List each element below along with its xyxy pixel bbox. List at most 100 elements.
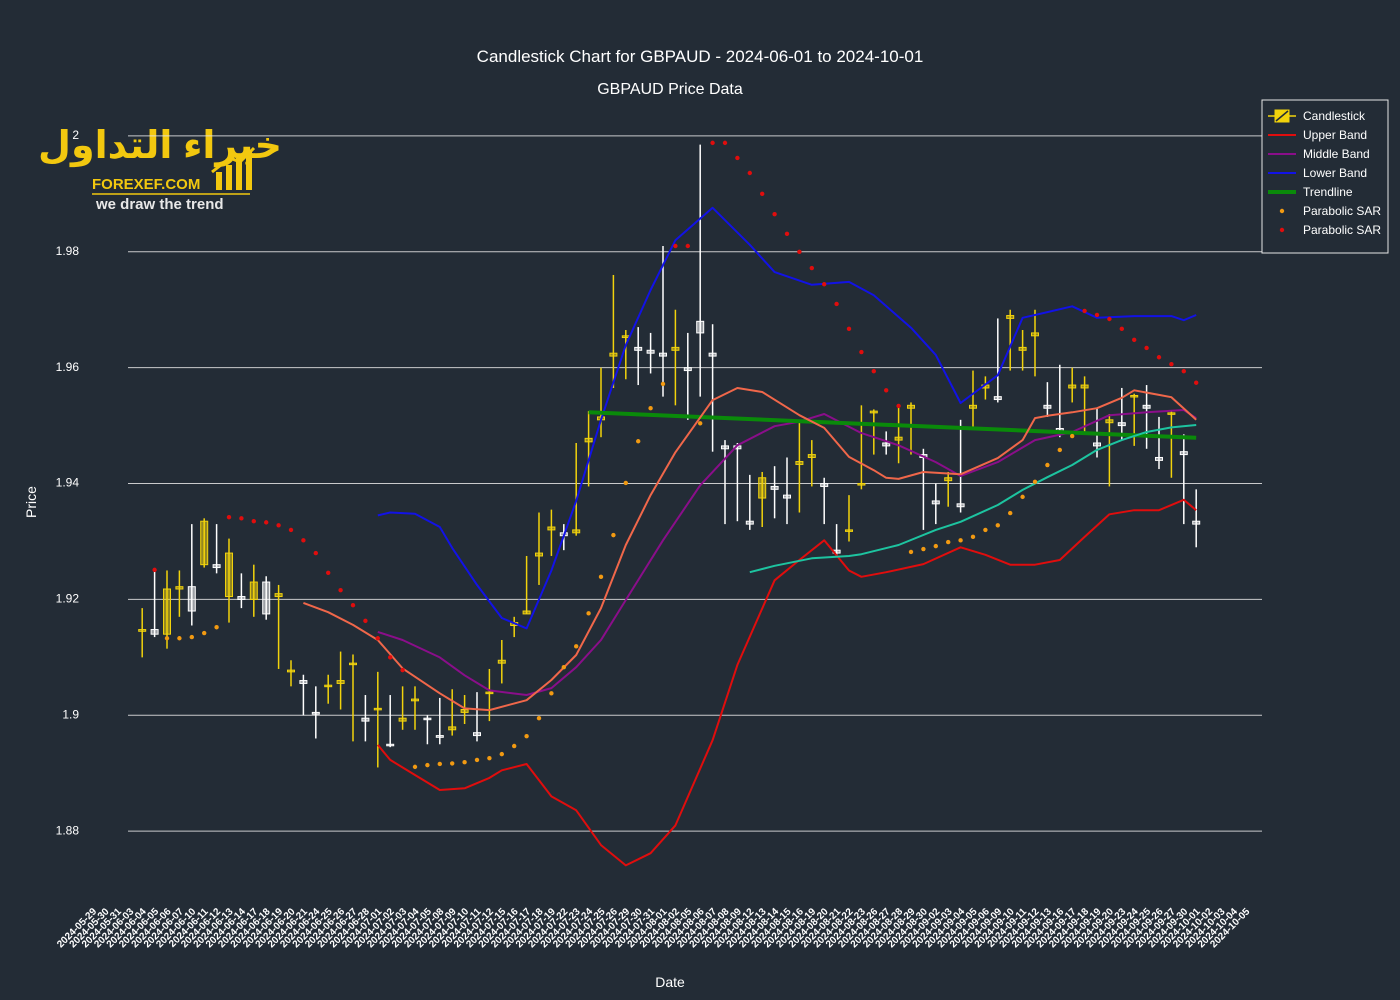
candle-body — [696, 320, 705, 334]
sar-dot — [1194, 380, 1199, 385]
candle-body — [497, 659, 506, 664]
sar-dot — [177, 636, 182, 641]
candle-body — [1155, 456, 1163, 461]
sar-dot — [1070, 433, 1075, 439]
sar-dot — [400, 667, 405, 673]
sar-dot — [388, 655, 393, 660]
candle-body — [163, 588, 171, 635]
sar-dot — [549, 691, 554, 696]
sar-dot — [1045, 462, 1050, 468]
candle-body — [609, 352, 618, 357]
candle-body — [584, 437, 593, 443]
legend-label: Candlestick — [1303, 109, 1366, 123]
candle-body — [1105, 419, 1114, 424]
sar-dot — [1008, 510, 1013, 516]
candle-body — [1179, 451, 1188, 456]
sar-dot — [946, 539, 951, 545]
sar-dot — [202, 630, 207, 636]
candle-body — [1006, 315, 1015, 319]
chart-subtitle: GBPAUD Price Data — [597, 81, 743, 98]
sar-dot — [474, 757, 480, 763]
sar-dot — [1132, 337, 1137, 343]
sar-dot — [1119, 326, 1125, 332]
sar-dot — [313, 550, 318, 556]
candle-body — [1192, 520, 1201, 525]
sar-dot — [834, 301, 839, 307]
sar-dot — [561, 665, 566, 670]
candle-body — [535, 552, 543, 557]
sar-dot — [350, 603, 356, 608]
sar-dot — [673, 243, 678, 249]
sar-dot — [164, 636, 170, 641]
candle-body — [671, 346, 680, 351]
series-line — [749, 424, 1197, 574]
candle-body — [175, 586, 184, 590]
sar-dot — [1181, 368, 1187, 374]
sar-dot — [772, 211, 777, 217]
y-tick-label: 1.92 — [56, 592, 80, 606]
candle-body — [237, 596, 246, 600]
x-axis-title: Date — [655, 974, 685, 990]
candle-body — [745, 520, 754, 525]
sar-dot — [636, 439, 641, 444]
logo-bar — [246, 152, 252, 190]
candle-body — [894, 436, 903, 441]
logo-arrow — [211, 146, 256, 174]
candle-body — [1043, 404, 1052, 409]
candle-body — [398, 717, 407, 722]
sar-dot — [239, 516, 244, 521]
candle-body — [349, 662, 357, 666]
sar-dot — [735, 155, 740, 161]
logo-site: FOREXEF.COM — [92, 176, 200, 193]
candle-body — [572, 529, 581, 534]
candle-body — [547, 526, 556, 531]
sar-dot — [251, 519, 256, 524]
sar-dot — [226, 514, 232, 520]
sar-dot — [1107, 316, 1112, 322]
candle-body — [411, 698, 419, 702]
sar-dot — [536, 716, 542, 721]
sar-dot — [499, 751, 504, 757]
candle-body — [150, 629, 159, 635]
sar-dot — [152, 567, 157, 573]
candle-body — [708, 352, 717, 357]
legend-label: Lower Band — [1303, 166, 1367, 180]
y-axis-title: Price — [23, 486, 39, 518]
candle-body — [956, 503, 965, 508]
sar-dot — [970, 534, 976, 540]
sar-dot — [288, 527, 294, 533]
candle-body — [845, 529, 853, 532]
candle-body — [274, 593, 283, 598]
candle-body — [1167, 412, 1176, 415]
candle-body — [386, 743, 395, 747]
sar-dot — [363, 618, 368, 624]
series-line — [303, 387, 1197, 712]
sar-dot — [1144, 345, 1149, 351]
candle-body — [882, 442, 891, 447]
legend: Candlestick Upper Band Middle Band Lower Ba… — [1261, 99, 1389, 254]
candle-body — [200, 520, 209, 566]
logo-bar — [216, 172, 222, 190]
candle-body — [857, 483, 866, 486]
sar-dot — [822, 282, 827, 287]
legend-box — [1261, 99, 1389, 254]
sar-dot — [784, 231, 790, 237]
candle-body — [187, 586, 196, 612]
candle-body — [869, 410, 878, 414]
legend-swatch — [1279, 227, 1285, 233]
legend-label: Upper Band — [1303, 128, 1367, 142]
sar-dot — [871, 368, 876, 374]
sar-dot — [710, 140, 715, 146]
candle-body — [373, 707, 382, 711]
sar-dot — [648, 406, 653, 411]
sar-dot — [908, 549, 914, 555]
candle-body — [820, 483, 829, 487]
series-line — [377, 409, 1197, 696]
y-tick-label: 1.9 — [62, 707, 79, 721]
legend-label: Trendline — [1303, 185, 1353, 199]
sar-dot — [1032, 479, 1038, 485]
candle-body — [944, 477, 953, 482]
sar-dot — [995, 523, 1000, 528]
candle-body — [287, 669, 295, 673]
